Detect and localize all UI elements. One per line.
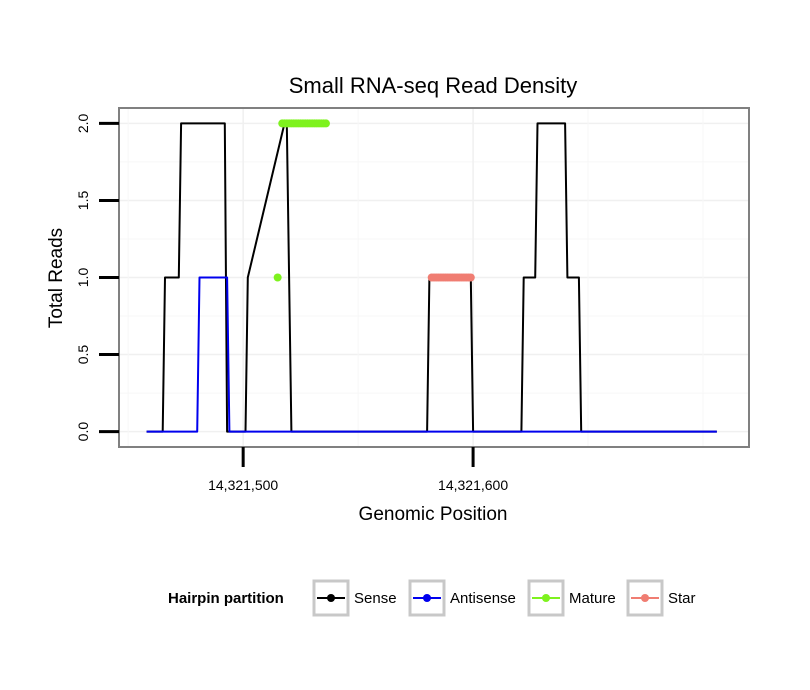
legend-key-dot: [641, 594, 649, 602]
legend-key-dot: [327, 594, 335, 602]
sense-series-line: [146, 122, 717, 433]
legend-title: Hairpin partition: [168, 590, 284, 607]
legend: Hairpin partition Sense Antisense Mature Sta…: [168, 579, 696, 617]
y-axis-title: Total Reads: [46, 228, 67, 328]
mature-point: [273, 273, 282, 282]
legend-label: Sense: [354, 590, 397, 607]
legend-key-star: Star: [626, 579, 696, 617]
y-tick-label: 1.5: [75, 191, 91, 211]
y-tick-label: 0.5: [75, 345, 91, 365]
y-tick-label: 2.0: [75, 113, 91, 133]
x-tick-label: 14,321,500: [208, 477, 278, 493]
legend-label: Antisense: [450, 590, 516, 607]
series-layer: [146, 119, 717, 433]
y-axis: 0.0 0.5 1.0 1.5 2.0: [75, 113, 119, 441]
legend-key-mature: Mature: [527, 579, 616, 617]
legend-label: Star: [668, 590, 696, 607]
x-axis: 14,321,500 14,321,600: [208, 447, 508, 493]
y-tick-label: 1.0: [75, 268, 91, 288]
legend-key-sense: Sense: [312, 579, 397, 617]
star-point: [466, 273, 475, 282]
antisense-series-line: [146, 276, 717, 433]
legend-label: Mature: [569, 590, 616, 607]
x-tick-label: 14,321,600: [438, 477, 508, 493]
x-axis-title: Genomic Position: [359, 504, 508, 525]
legend-key-antisense: Antisense: [408, 579, 516, 617]
legend-key-dot: [423, 594, 431, 602]
legend-key-dot: [542, 594, 550, 602]
y-tick-label: 0.0: [75, 422, 91, 442]
chart-title: Small RNA-seq Read Density: [289, 73, 578, 98]
mature-point: [321, 119, 330, 128]
